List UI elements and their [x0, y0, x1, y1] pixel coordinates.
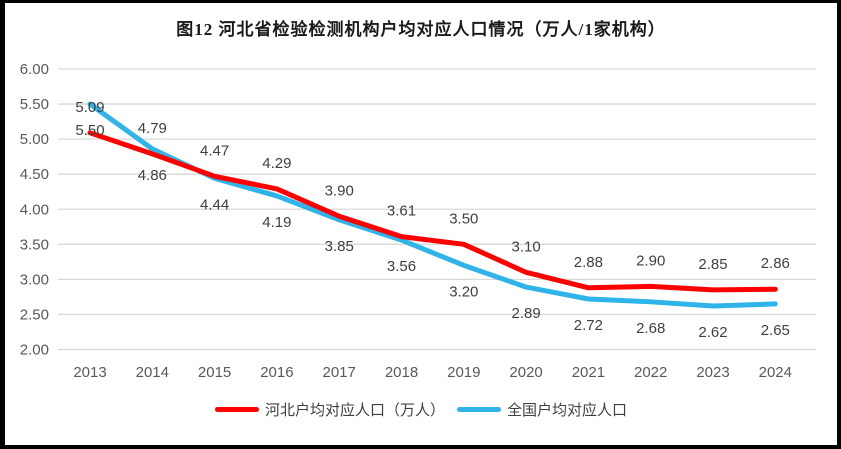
x-axis-tick-label: 2017 — [323, 364, 356, 381]
x-axis-tick-label: 2023 — [696, 364, 729, 381]
data-point-label: 4.86 — [138, 167, 167, 184]
legend-item-national: 全国户均对应人口 — [457, 399, 627, 420]
y-axis-tick-label: 3.50 — [20, 236, 49, 253]
data-point-label: 4.44 — [200, 196, 229, 213]
data-point-label: 2.65 — [761, 322, 790, 339]
x-axis-tick-label: 2015 — [198, 364, 231, 381]
x-axis-tick-label: 2024 — [759, 364, 792, 381]
data-point-label: 5.09 — [75, 99, 104, 116]
x-axis-tick-label: 2018 — [385, 364, 418, 381]
y-axis-tick-label: 5.50 — [20, 96, 49, 113]
hebei-series-label: 河北户均对应人口（万人） — [264, 402, 445, 419]
data-point-label: 2.88 — [574, 254, 603, 271]
data-point-label: 2.62 — [698, 324, 727, 341]
national-series-line-swatch — [457, 407, 501, 412]
data-point-label: 2.68 — [636, 320, 665, 337]
data-point-label: 2.90 — [636, 252, 665, 269]
data-point-label: 2.72 — [574, 317, 603, 334]
hebei-series-line-swatch — [214, 407, 259, 412]
data-point-label: 5.50 — [75, 122, 104, 139]
series-line — [87, 101, 778, 309]
national-series-label: 全国户均对应人口 — [507, 402, 628, 419]
data-point-label: 4.29 — [262, 155, 291, 172]
data-point-label: 2.89 — [511, 305, 540, 322]
data-point-label: 3.10 — [511, 238, 540, 255]
data-point-label: 3.56 — [387, 258, 416, 275]
data-point-label: 2.85 — [698, 256, 727, 273]
y-axis-tick-label: 6.00 — [20, 61, 49, 78]
y-axis-tick-label: 5.00 — [20, 131, 49, 148]
legend-item-hebei: 河北户均对应人口（万人） — [214, 399, 445, 420]
data-point-label: 2.86 — [761, 255, 790, 272]
x-axis-tick-label: 2020 — [509, 364, 542, 381]
chart-title: 图12 河北省检验检测机构户均对应人口情况（万人/1家机构） — [176, 20, 666, 39]
x-axis-tick-label: 2013 — [73, 364, 106, 381]
y-axis-tick-label: 4.50 — [20, 166, 49, 183]
y-axis-tick-label: 4.00 — [20, 201, 49, 218]
y-axis-tick-label: 3.00 — [20, 271, 49, 288]
chart-legend: 河北户均对应人口（万人） 全国户均对应人口 — [5, 399, 837, 420]
x-axis-tick-label: 2019 — [447, 364, 480, 381]
y-axis-tick-label: 2.50 — [20, 306, 49, 323]
data-point-label: 3.50 — [449, 210, 478, 227]
x-axis-tick-label: 2021 — [572, 364, 605, 381]
x-axis-tick-label: 2022 — [634, 364, 667, 381]
series-line — [87, 130, 778, 293]
data-point-label: 3.85 — [325, 238, 354, 255]
x-axis-tick-label: 2016 — [260, 364, 293, 381]
data-point-label: 3.61 — [387, 203, 416, 220]
data-point-label: 3.20 — [449, 283, 478, 300]
data-point-label: 3.90 — [325, 182, 354, 199]
x-axis-tick-label: 2014 — [136, 364, 169, 381]
data-point-label: 4.19 — [262, 214, 291, 231]
data-point-label: 4.47 — [200, 142, 229, 159]
y-axis-tick-label: 2.00 — [20, 342, 49, 359]
data-point-label: 4.79 — [138, 120, 167, 137]
line-chart-plot-area: 6.00 5.50 5.00 4.50 4.00 3.50 3.00 2.50 2.00 2013… — [20, 61, 816, 381]
